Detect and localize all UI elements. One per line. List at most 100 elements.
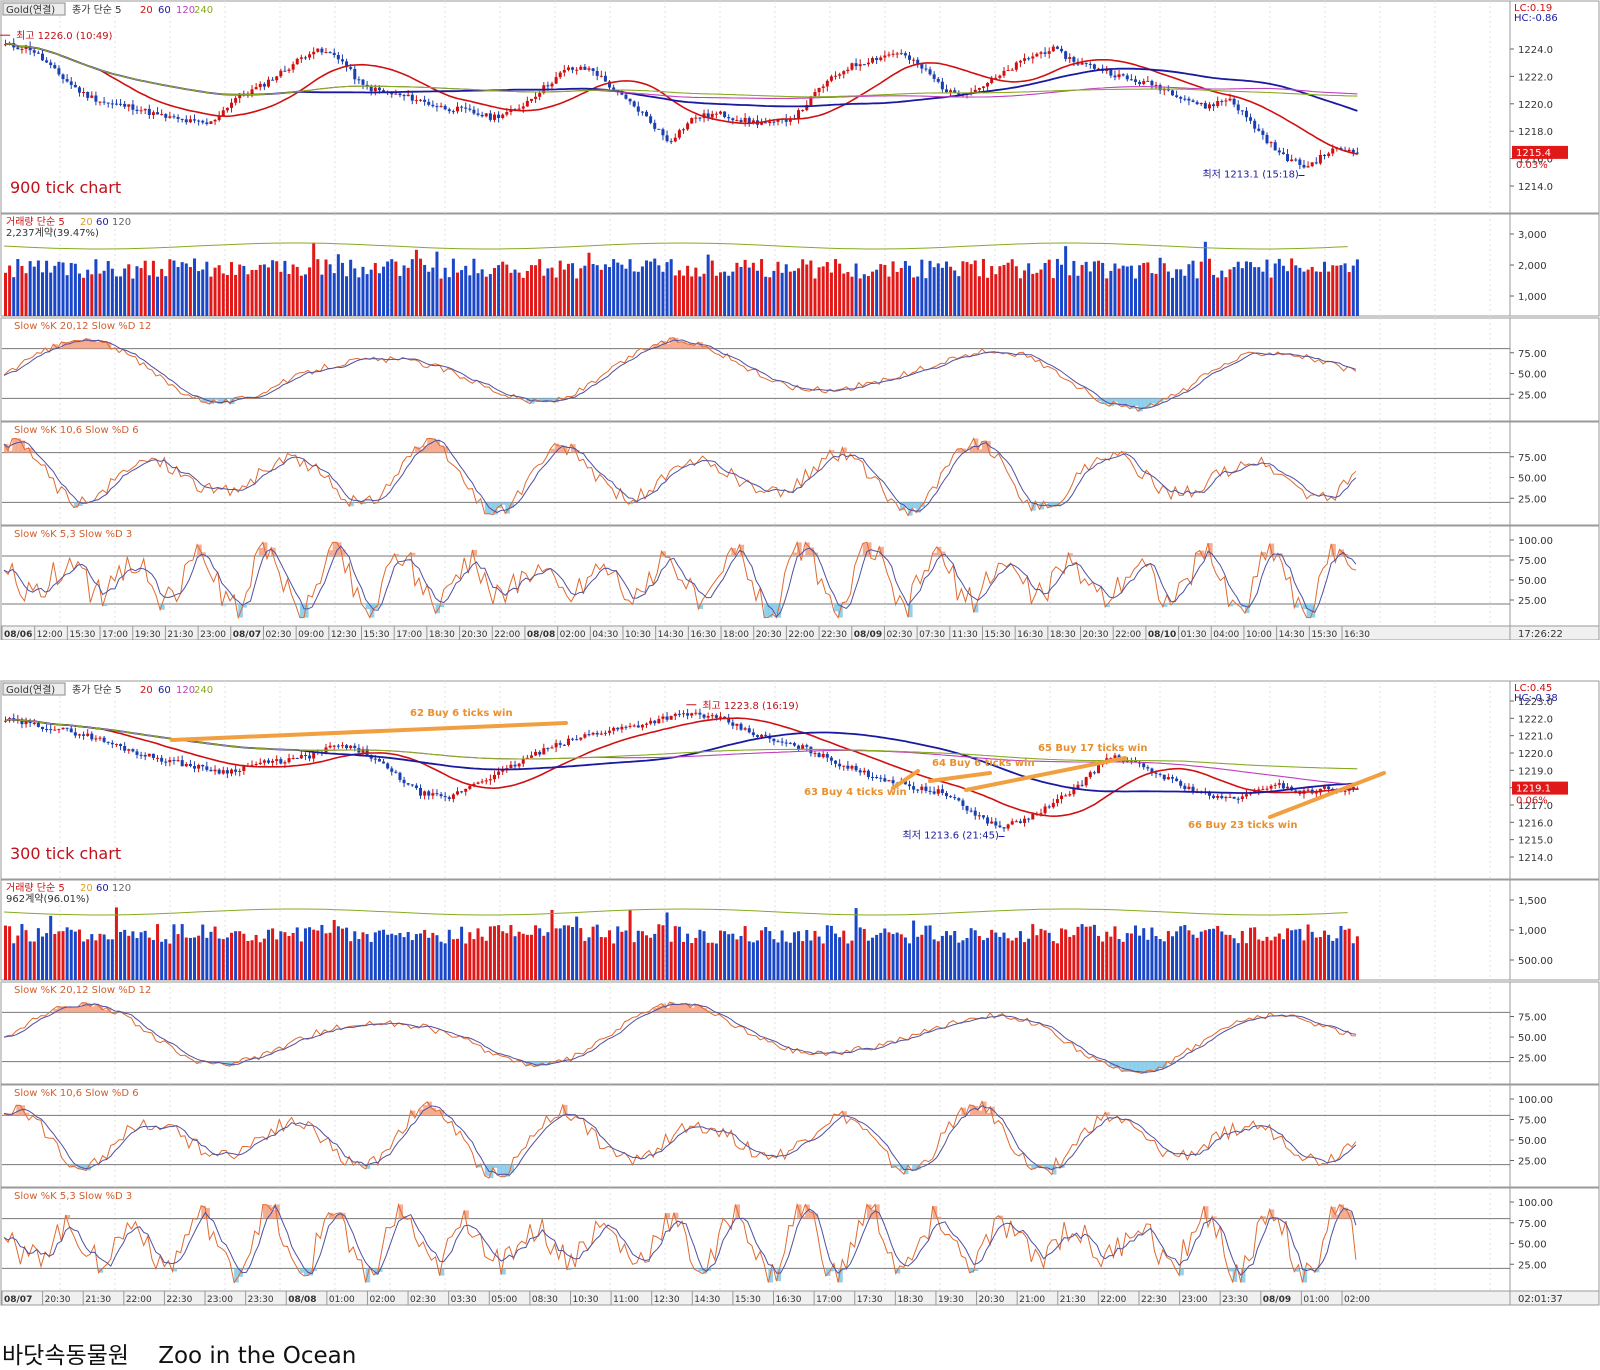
volume-bar xyxy=(974,260,977,316)
candle-body xyxy=(259,84,262,87)
volume-bar xyxy=(1118,269,1121,316)
candle-body xyxy=(86,734,89,736)
candle-body xyxy=(1052,803,1055,807)
candle-body xyxy=(953,797,956,798)
volume-bar xyxy=(867,941,870,980)
candle-body xyxy=(177,117,180,119)
volume-bar xyxy=(366,274,369,316)
volume-bar xyxy=(859,278,862,316)
volume-bar xyxy=(957,276,960,316)
volume-bar xyxy=(559,928,562,980)
time-axis-label: 10:00 xyxy=(1246,630,1272,640)
volume-bar xyxy=(756,940,759,980)
candle-body xyxy=(444,106,447,109)
volume-bar xyxy=(218,938,221,980)
stoch-tick-label: 25.00 xyxy=(1518,1054,1547,1065)
candle-body xyxy=(1023,819,1026,823)
volume-bar xyxy=(477,273,480,316)
volume-bar xyxy=(152,261,155,316)
volume-bar xyxy=(1072,261,1075,316)
candle-body xyxy=(164,114,167,118)
candle-body xyxy=(690,118,693,123)
volume-bar xyxy=(990,930,993,980)
candle-body xyxy=(579,67,582,70)
candle-body xyxy=(1064,51,1067,59)
volume-bar xyxy=(1105,278,1108,316)
volume-bar xyxy=(230,933,233,980)
candle-body xyxy=(185,764,188,766)
volume-bar xyxy=(164,276,167,316)
volume-bar xyxy=(1253,927,1256,980)
volume-bar xyxy=(929,925,932,980)
candle-body xyxy=(189,764,192,766)
volume-bar xyxy=(423,265,426,316)
time-axis-label: 02:30 xyxy=(410,1295,436,1305)
volume-bar xyxy=(361,267,364,316)
candle-body xyxy=(1270,142,1273,143)
volume-bar xyxy=(678,270,681,316)
volume-bar xyxy=(953,931,956,980)
time-axis-label: 01:30 xyxy=(1181,630,1207,640)
volume-bar xyxy=(1261,272,1264,316)
candle-body xyxy=(1155,773,1158,774)
candle-body xyxy=(1159,774,1162,775)
volume-bar xyxy=(1138,265,1141,316)
candle-body xyxy=(423,791,426,795)
volume-bar xyxy=(1101,263,1104,316)
candle-body xyxy=(148,109,151,115)
stoch-oversold-fill xyxy=(296,604,301,605)
stoch-oversold-fill xyxy=(1118,1062,1123,1067)
volume-bar xyxy=(1175,269,1178,316)
volume-bar xyxy=(670,259,673,316)
volume-legend-title: 거래량 단순 5 xyxy=(6,216,65,228)
volume-bar xyxy=(711,943,714,980)
volume-bar xyxy=(571,263,574,316)
volume-bar xyxy=(620,932,623,980)
candle-body xyxy=(230,103,233,108)
candle-body xyxy=(1282,783,1285,788)
volume-bar xyxy=(464,266,467,316)
candle-body xyxy=(978,815,981,816)
candle-body xyxy=(941,789,944,793)
candle-body xyxy=(1323,787,1326,789)
volume-bar xyxy=(620,265,623,316)
time-axis-label: 16:30 xyxy=(1017,630,1043,640)
volume-bar xyxy=(785,942,788,980)
volume-bar xyxy=(411,940,414,980)
candle-body xyxy=(489,113,492,119)
candle-body xyxy=(855,63,858,66)
time-axis-label: 14:30 xyxy=(694,1295,720,1305)
volume-bar xyxy=(1003,265,1006,316)
volume-bar xyxy=(1179,926,1182,980)
volume-bar xyxy=(797,931,800,980)
stoch-overbought-fill xyxy=(978,449,983,452)
candle-body xyxy=(283,71,286,72)
candle-body xyxy=(748,728,751,732)
stoch-tick-label: 75.00 xyxy=(1518,349,1547,360)
volume-bar xyxy=(1348,272,1351,316)
candle-body xyxy=(1081,63,1084,65)
candle-body xyxy=(1278,150,1281,152)
time-axis-label: 22:30 xyxy=(1141,1295,1167,1305)
volume-bar xyxy=(1208,929,1211,980)
volume-bar xyxy=(1270,278,1273,316)
candle-body xyxy=(1031,814,1034,819)
volume-bar xyxy=(715,276,718,316)
volume-bar xyxy=(62,262,65,316)
volume-bar xyxy=(259,942,262,980)
ma-legend-item: 20 xyxy=(140,685,153,696)
volume-bar xyxy=(49,273,52,316)
candle-body xyxy=(1229,797,1232,798)
candle-body xyxy=(218,770,221,774)
volume-bar xyxy=(1212,929,1215,980)
volume-bar xyxy=(612,943,615,980)
candle-body xyxy=(1039,813,1042,814)
candle-body xyxy=(440,794,443,796)
stoch-oversold-fill xyxy=(1122,1062,1127,1072)
candle-body xyxy=(411,95,414,101)
volume-bar xyxy=(990,266,993,316)
candle-body xyxy=(1027,819,1030,820)
candle-body xyxy=(1196,102,1199,104)
candle-body xyxy=(1093,772,1096,773)
time-axis-label: 14:30 xyxy=(1279,630,1305,640)
